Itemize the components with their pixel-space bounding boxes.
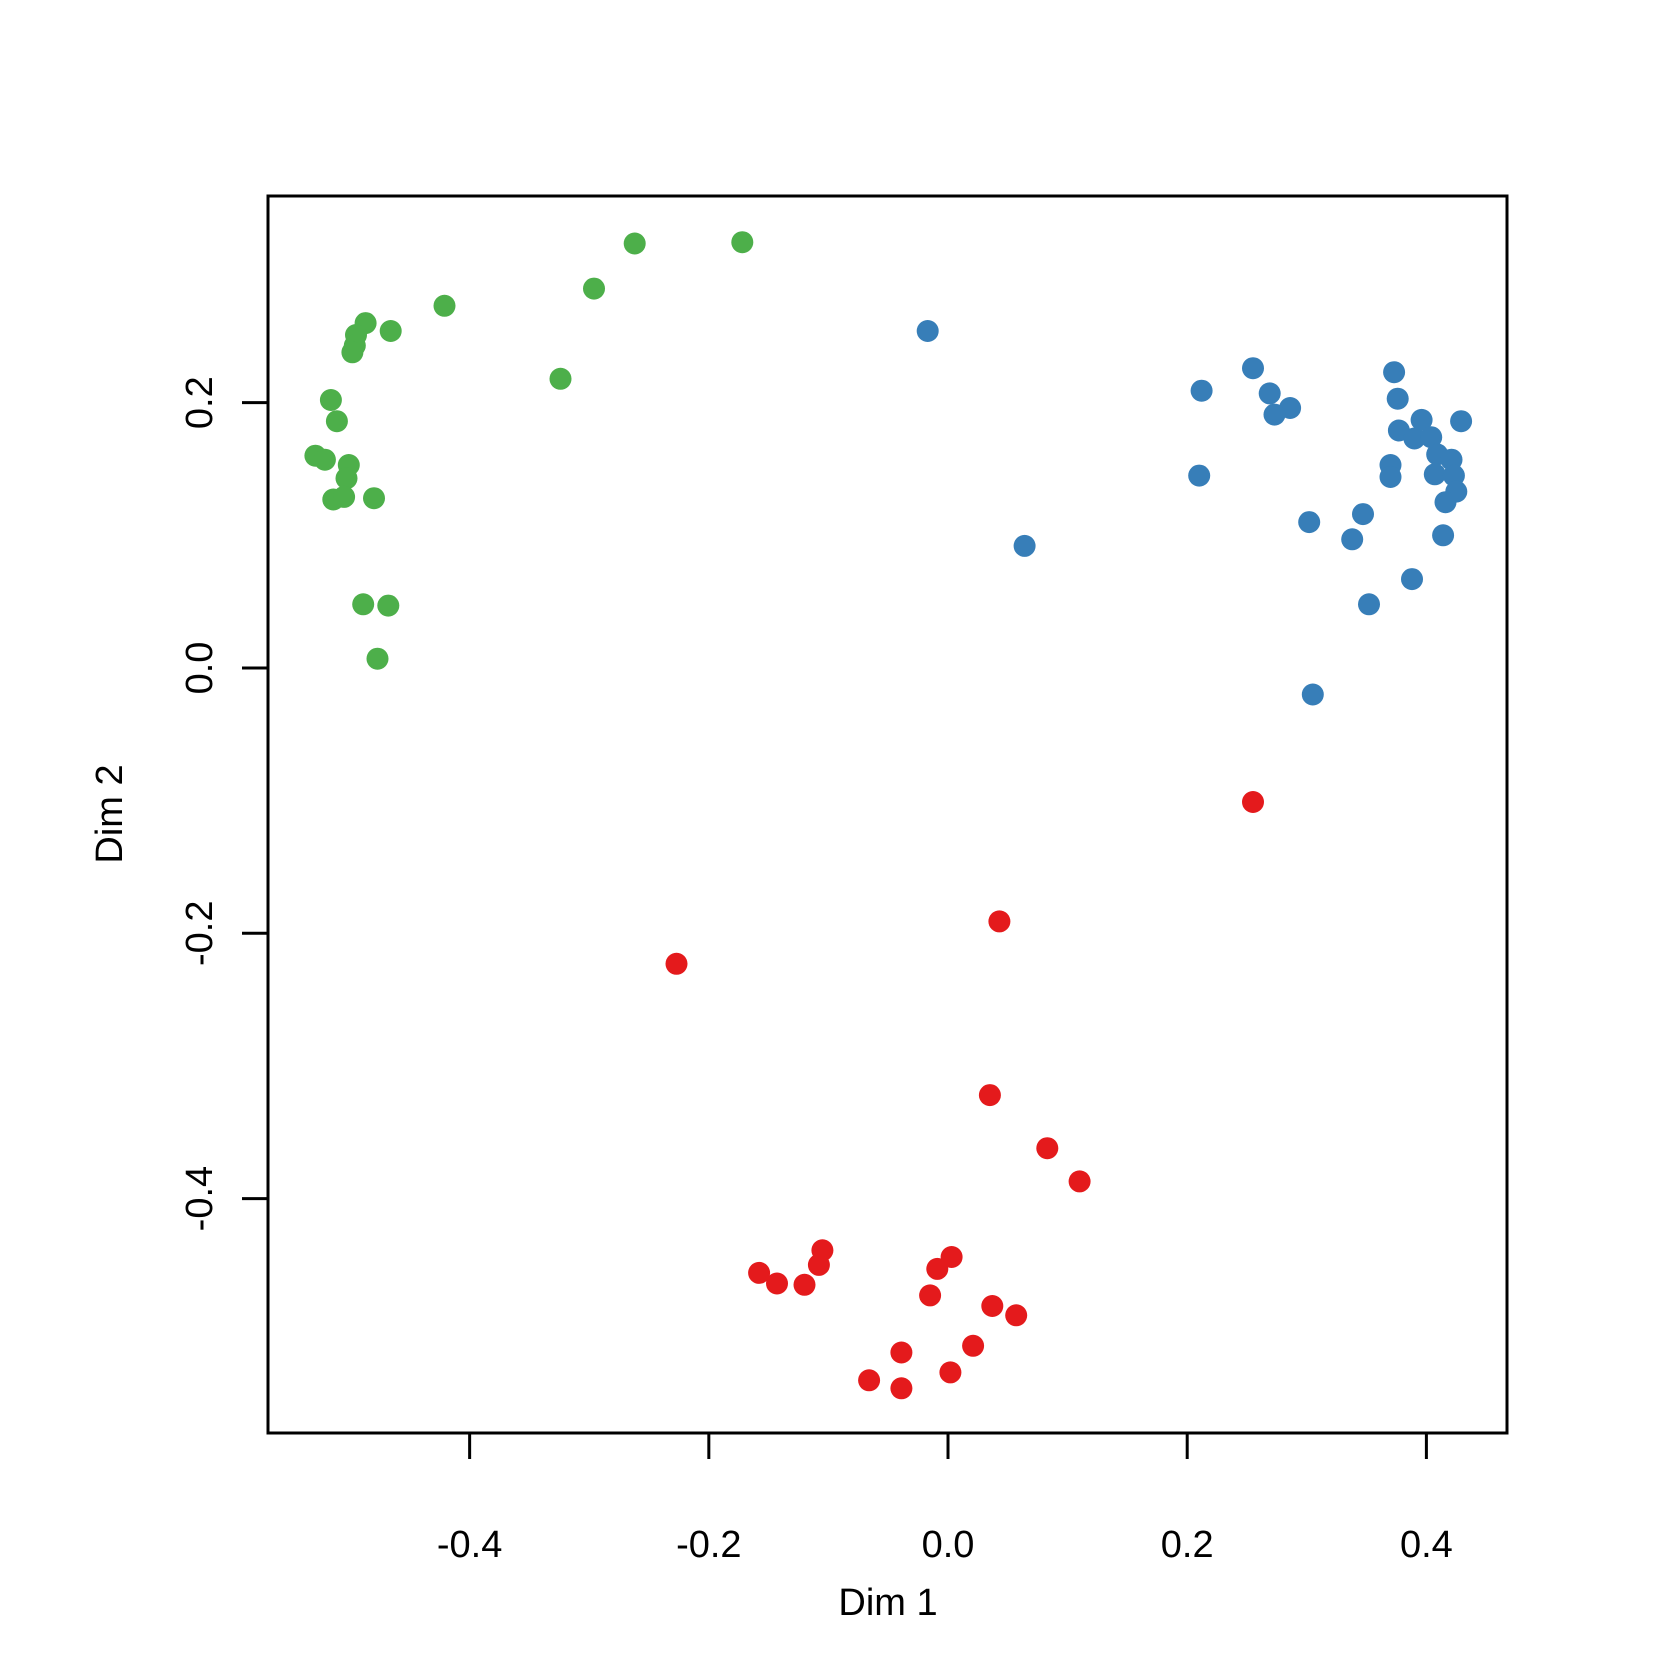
data-point: [377, 594, 400, 617]
data-point: [583, 277, 605, 300]
data-point: [1432, 524, 1455, 547]
data-point: [1298, 511, 1321, 534]
data-point: [766, 1272, 788, 1295]
cluster-blue: [916, 320, 1473, 706]
data-point: [313, 448, 336, 471]
x-tick-label: -0.2: [676, 1524, 741, 1566]
y-tick-label: -0.4: [179, 1166, 221, 1231]
data-point: [1379, 466, 1402, 488]
data-point: [731, 231, 754, 254]
data-point: [1068, 1170, 1091, 1193]
data-point: [1420, 426, 1443, 449]
data-point: [1188, 464, 1211, 487]
data-point: [1242, 357, 1264, 380]
data-point: [335, 467, 358, 490]
data-point: [858, 1369, 881, 1392]
x-tick-label: -0.4: [437, 1524, 502, 1566]
y-tick-label: 0.0: [179, 642, 221, 695]
data-point: [1434, 491, 1457, 514]
data-point: [1403, 427, 1426, 450]
data-point: [1358, 593, 1380, 616]
data-point: [1383, 361, 1406, 384]
data-point: [807, 1253, 830, 1276]
data-point: [793, 1273, 816, 1296]
data-point: [890, 1377, 913, 1400]
data-point: [433, 294, 456, 317]
data-point: [623, 232, 646, 255]
y-tick-label: -0.2: [179, 901, 221, 966]
data-point: [748, 1261, 771, 1284]
y-axis-title: Dim 2: [89, 764, 131, 863]
data-point: [978, 1084, 1001, 1107]
data-point: [1258, 382, 1281, 405]
data-point: [890, 1341, 913, 1364]
data-point: [1263, 403, 1286, 426]
cluster-green: [304, 231, 754, 670]
cluster-red: [665, 791, 1264, 1400]
data-point: [379, 320, 402, 342]
plot-border: [266, 194, 1509, 1435]
plot-box: [266, 194, 1509, 1435]
data-point: [1341, 528, 1364, 551]
data-point: [1013, 534, 1036, 557]
data-point: [352, 593, 375, 616]
data-point: [333, 485, 356, 508]
data-point: [1190, 379, 1213, 402]
data-point: [1410, 408, 1433, 431]
data-point: [1401, 568, 1423, 591]
x-tick-label: 0.4: [1400, 1524, 1453, 1566]
data-point: [940, 1246, 963, 1268]
data-point: [1301, 683, 1324, 706]
data-point: [665, 952, 688, 975]
data-point: [1450, 410, 1473, 433]
x-axis: -0.4 -0.2 0.0 0.2 0.4: [437, 1433, 1453, 1566]
data-point: [341, 341, 364, 364]
data-point: [1423, 463, 1446, 486]
data-point: [1036, 1137, 1059, 1160]
data-points: [304, 231, 1473, 1400]
data-point: [1352, 503, 1374, 526]
data-point: [981, 1295, 1004, 1317]
x-axis-title: Dim 1: [838, 1582, 937, 1624]
y-tick-label: 0.2: [179, 376, 221, 429]
data-point: [319, 389, 342, 411]
data-point: [919, 1284, 942, 1307]
data-point: [916, 320, 939, 342]
data-point: [325, 410, 348, 433]
data-point: [988, 910, 1011, 933]
x-tick-label: 0.2: [1161, 1524, 1214, 1566]
data-point: [939, 1361, 962, 1384]
data-point: [1242, 791, 1264, 813]
data-point: [1386, 387, 1409, 410]
data-point: [962, 1334, 985, 1357]
x-tick-label: 0.0: [922, 1524, 975, 1566]
data-point: [1005, 1304, 1028, 1327]
data-point: [363, 487, 385, 510]
y-axis: 0.2 0.0 -0.2 -0.4: [179, 376, 268, 1231]
data-point: [366, 647, 389, 670]
data-point: [549, 367, 572, 390]
